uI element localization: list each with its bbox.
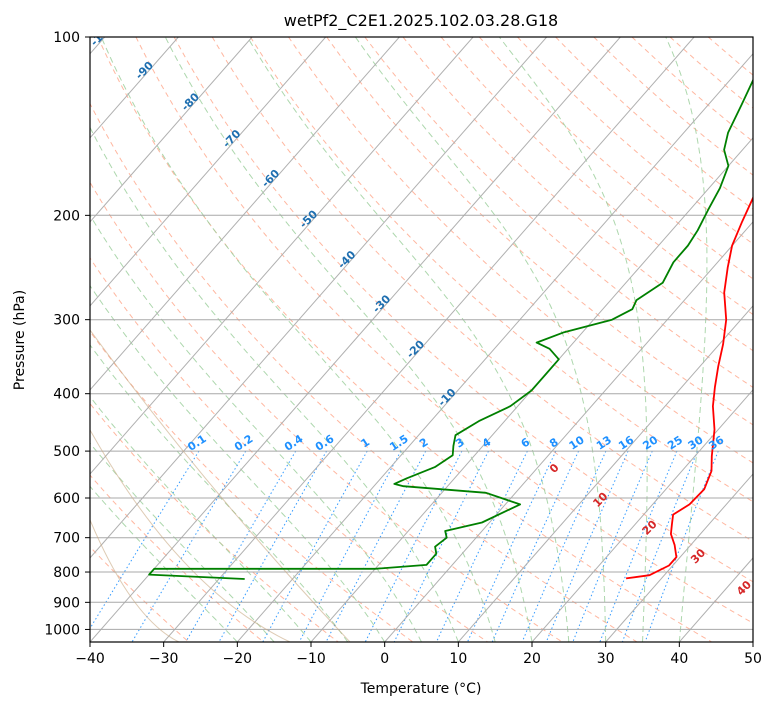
isotherm: [90, 37, 548, 559]
isotherm: [236, 53, 753, 642]
isotherm: [605, 473, 753, 642]
isotherm: [90, 37, 400, 391]
theta-e-curve: [90, 429, 291, 642]
y-tick-label: 500: [53, 444, 80, 460]
moist-adiabat: [498, 37, 648, 642]
dry-adiabat: [90, 402, 339, 642]
x-tick-label: 40: [670, 651, 688, 667]
moist-adiabat: [100, 37, 496, 642]
isotherm: [163, 37, 695, 642]
dry-adiabat: [90, 257, 488, 642]
y-tick-label: 100: [53, 30, 80, 46]
dry-adiabat: [135, 37, 753, 624]
dry-adiabat: [326, 37, 753, 426]
y-tick-label: 1000: [44, 622, 80, 638]
mixing-ratio-line: [364, 450, 463, 642]
chart-title: wetPf2_C2E1.2025.102.03.28.G18: [284, 11, 558, 31]
y-tick-label: 400: [53, 387, 80, 403]
y-axis-label: Pressure (hPa): [12, 290, 28, 390]
moist-adiabat: [90, 344, 349, 642]
y-axis: 100 200 300 400 500 600 700 800 900 1000: [44, 30, 90, 638]
isotherm: [90, 37, 621, 642]
profile-series: [148, 78, 753, 580]
x-tick-label: 20: [523, 651, 541, 667]
isotherm-label: 40: [734, 578, 754, 598]
moist-adiabat: [164, 37, 533, 642]
mixing-ratio-line: [262, 450, 368, 642]
moist-adiabat: [354, 37, 607, 642]
dry-adiabat: [288, 37, 753, 464]
mixing-ratio-line: [599, 450, 678, 642]
moist-adiabat: [90, 284, 386, 642]
y-tick-label: 600: [53, 491, 80, 507]
x-tick-label: 30: [597, 651, 615, 667]
dry-adiabat: [440, 37, 753, 316]
x-tick-label: −30: [149, 651, 179, 667]
isotherm: [310, 137, 753, 642]
isotherm: [90, 37, 253, 223]
isotherm: [90, 37, 474, 475]
dry-adiabat: [402, 37, 753, 352]
dry-adiabat: [97, 37, 712, 642]
dry-adiabat: [90, 181, 563, 642]
moist-adiabat: [90, 214, 422, 642]
mixing-ratio-line: [467, 450, 557, 642]
moist-adiabat: [90, 126, 459, 642]
mixing-ratio-line: [90, 450, 200, 630]
y-tick-label: 700: [53, 531, 80, 547]
y-tick-label: 200: [53, 208, 80, 224]
x-axis: −40 −30 −20 −10 0 10 20 30 40 50: [75, 642, 762, 667]
mixing-ratio-line: [185, 450, 297, 642]
isotherm: [384, 221, 753, 642]
theta-e-curve: [90, 329, 351, 642]
x-axis-label: Temperature (°C): [360, 681, 482, 697]
mixing-ratio-line: [218, 450, 328, 642]
x-tick-label: 10: [449, 651, 467, 667]
x-tick-label: 0: [380, 651, 389, 667]
y-tick-label: 900: [53, 595, 80, 611]
plot-background: [90, 37, 753, 642]
plot-frame: [89, 36, 754, 643]
moist-adiabat: [665, 37, 708, 642]
x-tick-label: −40: [75, 651, 105, 667]
x-tick-label: −20: [223, 651, 253, 667]
isotherm: [90, 37, 327, 307]
mixing-ratio-line: [325, 450, 427, 642]
y-tick-label: 300: [53, 313, 80, 329]
theta-e-curve: [90, 519, 240, 642]
temperature-profile-line: [625, 195, 753, 580]
mixing-ratio-line: [572, 450, 653, 642]
y-tick-label: 800: [53, 565, 80, 581]
mixing-ratio-line: [298, 450, 402, 642]
dewpoint-profile-line: [148, 78, 753, 580]
dry-adiabat: [364, 37, 753, 388]
moist-adiabat: [246, 37, 570, 642]
moist-adiabat: [90, 442, 275, 642]
isotherm: [531, 389, 753, 642]
mixing-ratio-line: [435, 450, 528, 642]
mixing-ratio-line: [393, 450, 489, 642]
x-tick-label: −10: [296, 651, 326, 667]
x-tick-label: 50: [744, 651, 762, 667]
mixing-ratio-line: [621, 450, 698, 642]
